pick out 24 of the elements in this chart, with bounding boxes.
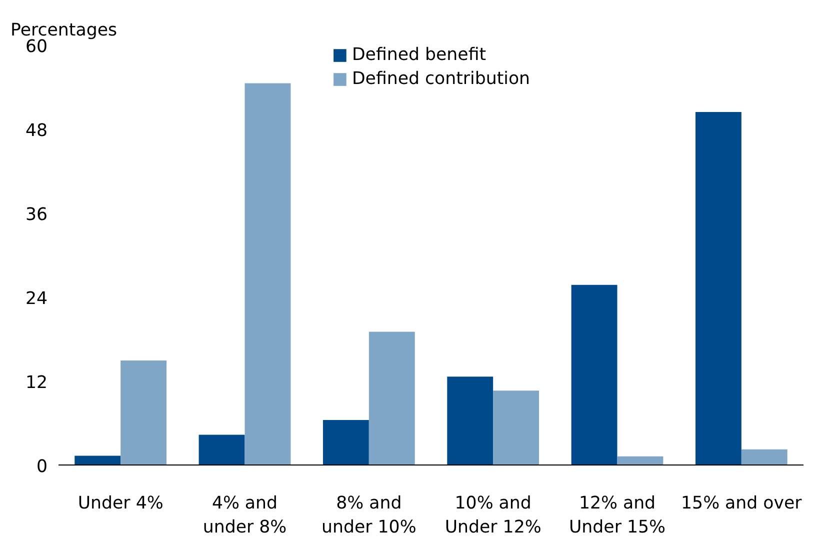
bar	[695, 112, 742, 466]
bar	[368, 332, 415, 466]
bar	[571, 284, 618, 466]
x-tick-label: 4% and under 8%	[202, 494, 287, 538]
bar	[322, 420, 369, 466]
y-tick-label: 0	[36, 457, 48, 477]
y-tick-label: 24	[25, 289, 48, 309]
y-tick-label: 12	[25, 373, 48, 393]
y-tick-label: 36	[25, 205, 48, 225]
x-tick-label: 15% and over	[681, 494, 803, 514]
x-tick-label: Under 4%	[78, 494, 164, 514]
x-tick-label: 12% and Under 15%	[569, 494, 666, 538]
legend-label: Defined contribution	[352, 69, 530, 89]
bar	[244, 83, 291, 466]
x-tick-label: 10% and Under 12%	[444, 494, 542, 538]
bar	[120, 360, 167, 466]
bar	[741, 449, 788, 466]
bar	[447, 376, 494, 466]
y-tick-label: 48	[25, 121, 48, 141]
legend-label: Defined benefit	[352, 45, 486, 65]
bar	[74, 456, 121, 466]
x-tick-label: 8% and under 10%	[322, 494, 416, 538]
bar	[198, 434, 245, 466]
bar	[493, 390, 540, 466]
